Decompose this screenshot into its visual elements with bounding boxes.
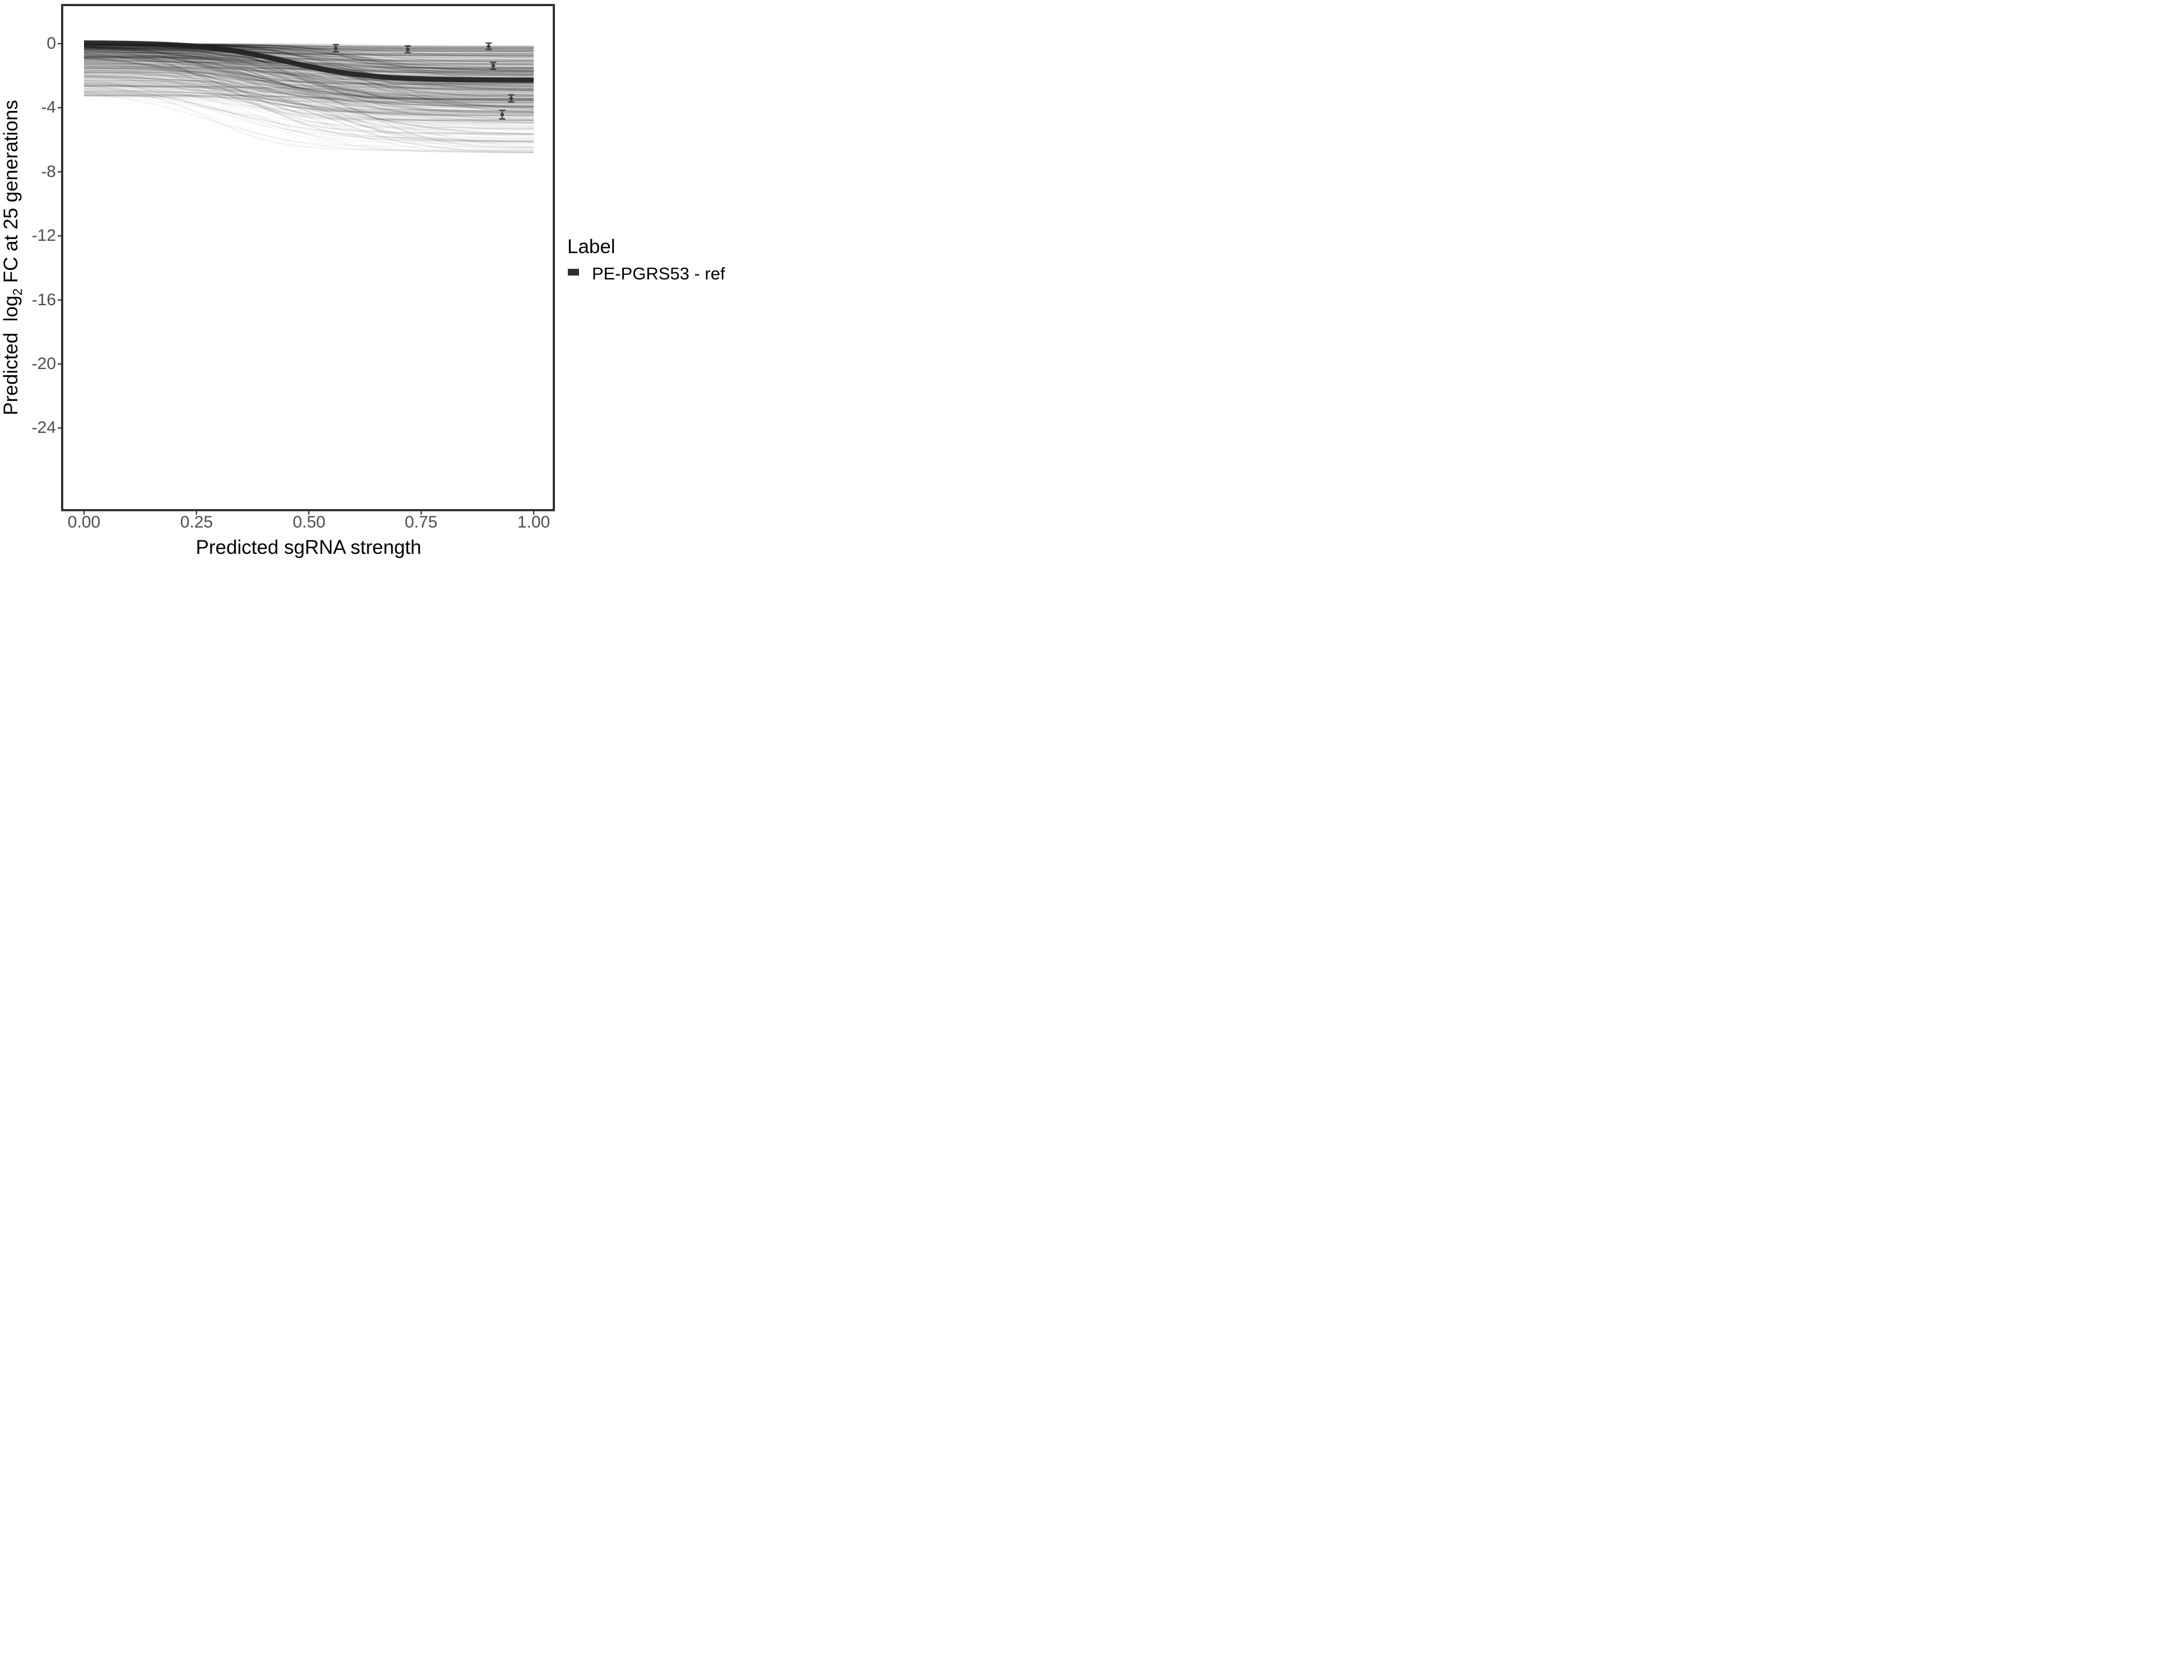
plot-area	[83, 40, 534, 153]
x-tick-label: 0.00	[67, 513, 101, 531]
legend-key-swatch	[568, 269, 579, 276]
x-tick-label: 0.75	[404, 513, 438, 531]
panel-border	[61, 4, 555, 511]
y-tick-label: -16	[31, 291, 56, 309]
y-tick-label: 0	[46, 34, 56, 53]
y-tick-label: -4	[41, 98, 56, 116]
reference-curve	[84, 40, 534, 83]
y-tick-label: -20	[31, 354, 56, 373]
axis-ticks	[58, 43, 535, 515]
figure: 0 -4 -8 -12 -16 -20 -24 0.00 0.25 0.50 0…	[0, 0, 728, 560]
x-axis-title: Predicted sgRNA strength	[195, 536, 422, 558]
x-tick-label: 0.50	[292, 513, 326, 531]
y-tick-label: -8	[41, 162, 56, 181]
y-axis-title-pre: Predicted log	[0, 295, 22, 416]
posterior-draw-curves	[83, 43, 534, 153]
legend-title: Label	[567, 236, 615, 258]
plot-svg	[58, 4, 555, 515]
error-bar-points	[333, 42, 515, 120]
x-tick-label: 1.00	[517, 513, 550, 531]
y-axis-title-subscript: 2	[10, 288, 25, 296]
x-tick-label: 0.25	[180, 513, 213, 531]
y-tick-label: -24	[31, 418, 56, 437]
legend-item-label: PE-PGRS53 - ref	[592, 264, 725, 283]
y-tick-label: -12	[31, 226, 56, 245]
y-axis-title-post: FC at 25 generations	[0, 100, 22, 288]
y-axis-title: Predicted log2 FC at 25 generations	[0, 6, 25, 510]
